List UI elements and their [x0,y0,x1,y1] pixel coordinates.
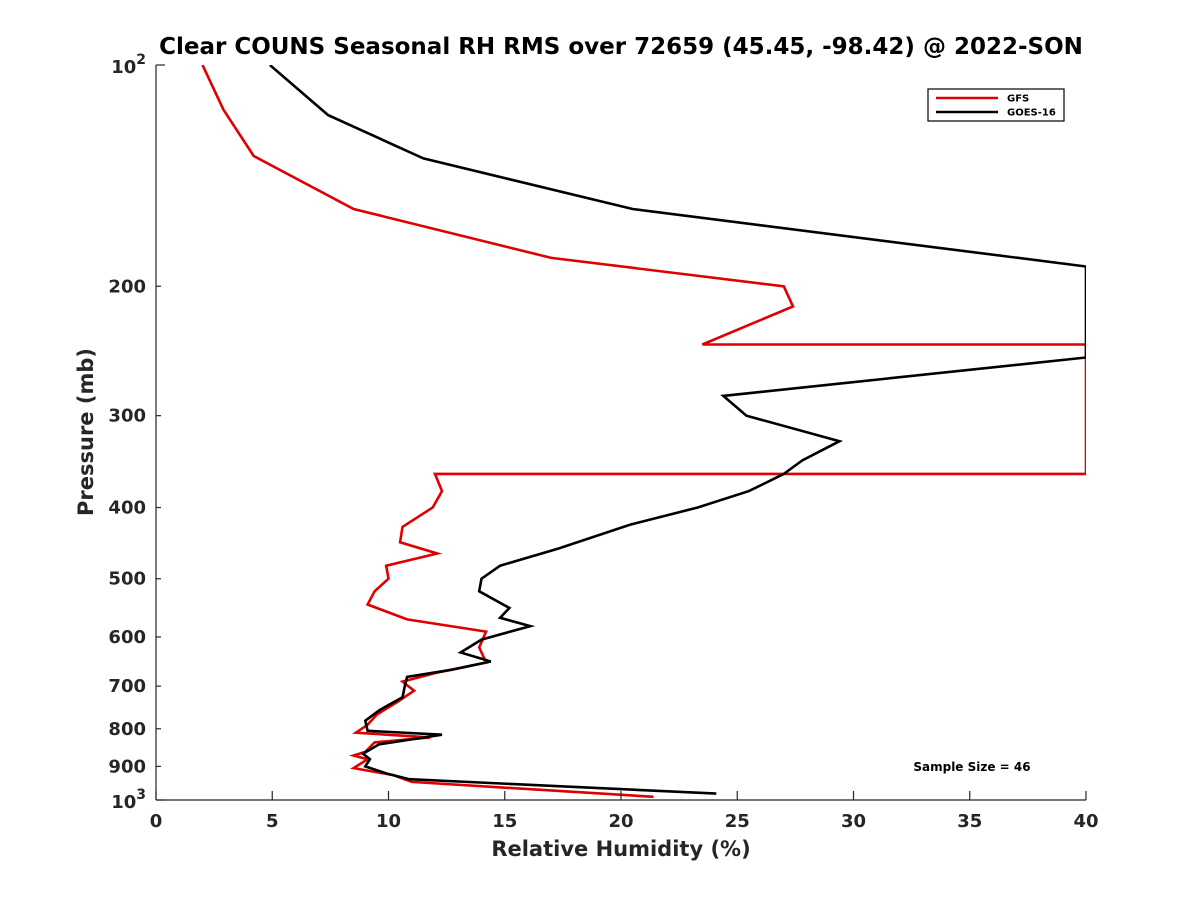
sample-size-annotation: Sample Size = 46 [913,760,1030,774]
tick-layer: 0 5 10 15 20 25 30 35 40 200 300 400 500 600 700 800 900… [108,52,1098,832]
series-line-goes-16 [269,65,1086,795]
x-axis-label: Relative Humidity (%) [491,837,750,861]
plot-area [201,65,1086,799]
y-tick-label: 700 [108,676,146,697]
y-tick-label: 300 [108,406,146,427]
legend-box [927,88,1065,122]
x-tick-label: 20 [608,811,633,832]
y-tick-label: 600 [108,627,146,648]
x-tick-label: 0 [150,811,163,832]
y-tick-label-decade: 102 [111,52,146,78]
y-tick-label: 900 [108,756,146,777]
x-tick-label: 40 [1073,811,1098,832]
series-group [201,65,1086,799]
y-tick-label: 800 [108,719,146,740]
x-tick-label: 25 [725,811,750,832]
chart-title: Clear COUNS Seasonal RH RMS over 72659 (… [159,34,1083,60]
x-tick-label: 10 [376,811,401,832]
y-tick-label: 400 [108,498,146,519]
y-tick-label: 200 [108,276,146,297]
y-axis-label: Pressure (mb) [74,348,98,516]
x-tick-label: 15 [492,811,517,832]
x-tick-label: 30 [841,811,866,832]
y-tick-label: 500 [108,569,146,590]
y-tick-label-decade: 103 [111,787,146,813]
legend: GFS GOES-16 [927,88,1065,122]
x-tick-label: 35 [957,811,982,832]
legend-label-goes-16: GOES-16 [1007,108,1056,119]
legend-label-gfs: GFS [1007,94,1029,105]
x-tick-label: 5 [266,811,279,832]
series-line-gfs [201,65,1086,799]
